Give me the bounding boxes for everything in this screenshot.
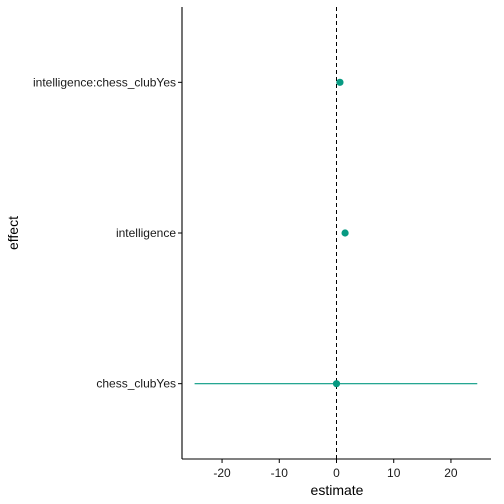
x-tick-label: -10 [271, 466, 289, 480]
y-axis-labels: intelligence:chess_clubYes intelligence ch… [33, 75, 182, 391]
plot-area: -20 -10 0 10 20 intelligence:chess_clubYesin… [33, 7, 491, 480]
estimate-point [341, 229, 349, 237]
y-tick-label: chess_clubYes [96, 377, 176, 391]
x-axis-title: estimate [311, 482, 364, 498]
x-tick-label: 0 [333, 466, 340, 480]
x-axis-ticks: -20 -10 0 10 20 [213, 459, 458, 480]
y-tick-label: intelligence [116, 226, 176, 240]
y-tick-label: intelligence:chess_clubYes [33, 75, 176, 89]
estimate-point [336, 78, 344, 86]
x-tick-label: 20 [444, 466, 458, 480]
estimate-point [332, 380, 341, 388]
x-tick-label: 10 [387, 466, 401, 480]
x-tick-label: -20 [213, 466, 231, 480]
data-marks [194, 78, 478, 388]
y-axis-title: effect [5, 216, 21, 250]
